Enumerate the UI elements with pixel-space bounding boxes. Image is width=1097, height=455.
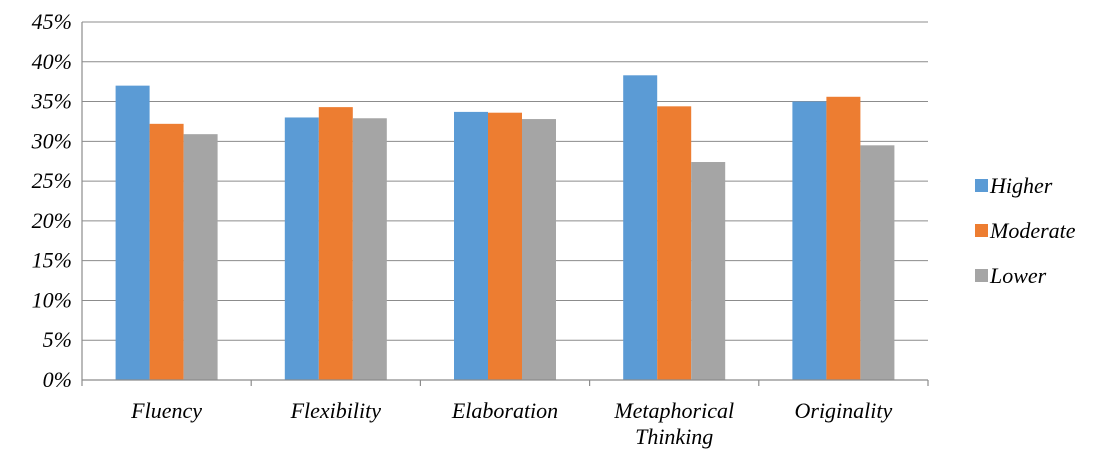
y-tick-label: 40% [32,49,72,74]
bar-moderate-originality [826,96,861,380]
category-label-line: Originality [795,398,893,423]
y-tick-label: 35% [31,89,72,114]
category-label: Fluency [130,398,202,423]
category-label-line: Elaboration [451,398,558,423]
category-label: Metaphorical Thinking [613,398,734,449]
y-tick-label: 5% [43,327,72,352]
y-tick-label: 45% [32,9,72,34]
axes [81,22,929,386]
category-label-line: Fluency [130,398,202,423]
bar-higher-originality [792,101,827,381]
legend-label-lower: Lower [989,263,1047,288]
category-label-line: Metaphorical [613,398,734,423]
bar-moderate-fluency [149,123,184,380]
category-labels: Fluency Flexibility Elaboration Metaphorica… [130,398,892,449]
bar-lower-flexibility [352,118,387,381]
bars [115,75,895,381]
bar-lower-elaboration [522,119,556,381]
y-tick-label: 0% [43,367,72,392]
category-label: Flexibility [290,398,382,423]
y-tick-label: 25% [32,168,72,193]
bar-lower-fluency [183,134,218,380]
bar-higher-elaboration [454,111,488,381]
category-label-line: Thinking [635,424,713,449]
bar-higher-fluency [115,85,150,381]
category-label: Originality [795,398,893,423]
category-label-line: Flexibility [290,398,382,423]
bar-higher-metaphorical-thinking [623,75,658,381]
y-tick-label: 10% [32,287,72,312]
legend-swatch-lower [975,269,988,282]
category-label: Elaboration [451,398,558,423]
bar-moderate-flexibility [318,107,353,380]
bar-lower-metaphorical-thinking [691,162,726,380]
y-tick-label: 15% [32,248,72,273]
legend-swatch-moderate [975,224,988,237]
y-tick-labels: 0% 5% 10% 15% 20% 25% 30% 35% 40% 45% [31,9,72,392]
bar-higher-flexibility [284,117,319,380]
bar-lower-originality [860,145,895,380]
bar-moderate-elaboration [488,112,522,381]
legend-label-higher: Higher [989,173,1053,198]
y-tick-label: 30% [31,128,72,153]
legend: Higher Moderate Lower [975,173,1076,288]
legend-label-moderate: Moderate [989,218,1076,243]
y-tick-label: 20% [32,208,72,233]
bar-moderate-metaphorical-thinking [657,106,692,380]
legend-swatch-higher [975,179,988,192]
